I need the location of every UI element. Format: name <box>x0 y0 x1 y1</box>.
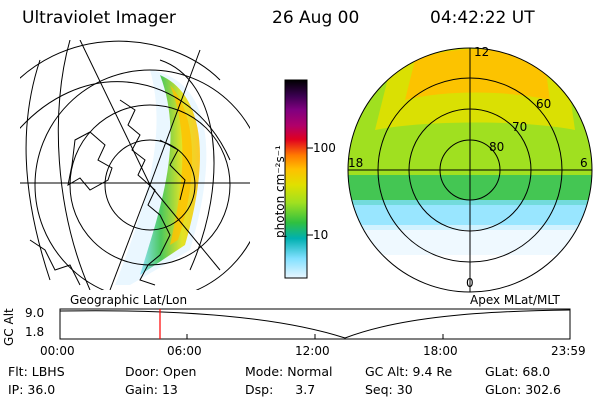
meridian-line <box>109 184 151 290</box>
meridian-line <box>25 59 51 281</box>
geographic-image-panel <box>20 40 250 290</box>
altitude-timeline-plot <box>59 308 571 340</box>
altitude-curve <box>59 309 571 339</box>
colorbar-tick-10: 10 <box>313 228 329 242</box>
earth-limb <box>159 59 215 271</box>
lat-circle <box>34 69 250 290</box>
coastline <box>159 139 186 201</box>
altitude-ytick-low: 1.8 <box>25 325 45 339</box>
status-door: Door: Open <box>125 364 197 379</box>
coastline <box>119 99 171 286</box>
lat-circle <box>104 139 196 231</box>
xtick-0000: 00:00 <box>40 344 75 358</box>
status-glon-value: 302.6 <box>525 382 561 397</box>
status-gain: Gain: 13 <box>125 382 178 397</box>
meridian-line <box>149 184 221 271</box>
geographic-panel-label: Geographic Lat/Lon <box>70 293 188 307</box>
auroral-oval-core <box>170 85 193 245</box>
status-gc-alt-value: 9.4 Re <box>412 364 453 379</box>
colorbar-tick-100: 100 <box>313 141 336 155</box>
coastline <box>67 131 113 191</box>
meridian-line <box>149 49 201 186</box>
meridian-line <box>57 40 91 290</box>
mlat-label-60: 60 <box>536 97 552 111</box>
mlt-label-18: 18 <box>348 156 364 170</box>
status-seq-value: 30 <box>396 382 413 397</box>
status-glat-value: 68.0 <box>522 364 551 379</box>
status-dsp: Dsp: 3.7 <box>245 382 316 397</box>
status-mode-value: Normal <box>287 364 333 379</box>
mlat-label-80: 80 <box>489 140 505 154</box>
coastline <box>29 239 81 286</box>
xtick-0600: 06:00 <box>167 344 202 358</box>
status-gain-value: 13 <box>161 382 178 397</box>
status-gc-alt: GC Alt: 9.4 Re <box>365 364 453 379</box>
date-label: 26 Aug 00 <box>272 8 360 28</box>
status-door-value: Open <box>163 364 197 379</box>
status-ip: IP: 36.0 <box>8 382 56 397</box>
lat-circle <box>69 104 231 266</box>
status-seq: Seq: 30 <box>365 382 413 397</box>
xtick-2359: 23:59 <box>551 344 586 358</box>
status-mode: Mode: Normal <box>245 364 333 379</box>
status-filter: Flt: LBHS <box>8 364 65 379</box>
status-glon: GLon: 302.6 <box>485 382 561 397</box>
polar-image-panel <box>347 47 593 293</box>
lat-line <box>20 81 231 161</box>
lat-line <box>20 40 221 81</box>
mlt-label-0: 0 <box>466 276 474 290</box>
xtick-1200: 12:00 <box>295 344 330 358</box>
apex-panel-label: Apex MLat/MLT <box>470 293 560 307</box>
dayside-emission-peak <box>405 49 550 100</box>
colorbar <box>284 79 313 279</box>
status-filter-value: LBHS <box>31 364 65 379</box>
instrument-title: Ultraviolet Imager <box>22 8 176 28</box>
time-label: 04:42:22 UT <box>430 8 535 28</box>
status-glat: GLat: 68.0 <box>485 364 551 379</box>
mlat-label-70: 70 <box>512 120 528 134</box>
altitude-ytick-high: 9.0 <box>25 306 45 320</box>
xtick-1800: 18:00 <box>423 344 458 358</box>
status-ip-value: 36.0 <box>27 382 56 397</box>
meridian-line <box>79 40 151 186</box>
mlt-label-6: 6 <box>580 156 588 170</box>
colorbar-unit-label: photon cm⁻²s⁻¹ <box>273 145 287 238</box>
status-dsp-value: 3.7 <box>295 382 316 397</box>
altitude-ylabel: GC Alt <box>2 308 16 346</box>
mlt-label-12: 12 <box>474 45 490 59</box>
